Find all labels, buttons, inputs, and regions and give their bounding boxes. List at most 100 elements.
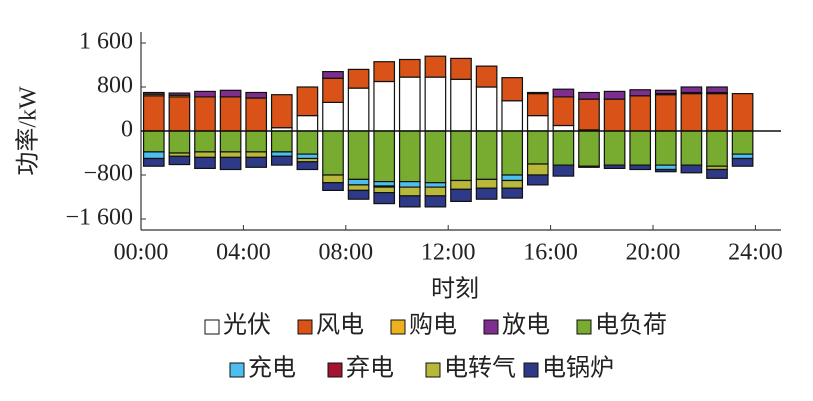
bar: [245, 130, 268, 153]
bar: [347, 130, 370, 181]
legend-label: 光伏: [223, 312, 271, 339]
bar: [194, 156, 216, 169]
bar: [475, 178, 498, 189]
y-tick-label: −800: [83, 161, 133, 187]
bar: [168, 96, 191, 132]
x-tick-label: 20:00: [626, 240, 681, 266]
bar: [552, 88, 575, 98]
bar: [706, 130, 728, 167]
bar: [373, 61, 396, 83]
y-axis-label: 功率/kW: [15, 86, 42, 176]
bar: [194, 96, 216, 132]
bar: [552, 130, 575, 166]
legend-swatch: [523, 362, 539, 378]
bar: [680, 86, 703, 94]
bar: [142, 151, 165, 160]
bar: [168, 130, 191, 154]
bar: [296, 161, 319, 171]
bar: [424, 76, 447, 132]
bar: [475, 187, 498, 200]
legend-swatch: [576, 319, 592, 335]
x-tick-label: 08:00: [318, 240, 373, 266]
bar: [424, 186, 447, 197]
legend-label: 电转气: [444, 355, 516, 382]
bar: [322, 182, 344, 191]
bar: [245, 91, 268, 99]
x-tick-label: 04:00: [216, 240, 271, 266]
bar: [501, 100, 524, 132]
bar: [450, 179, 472, 190]
bar: [296, 130, 319, 155]
bar: [398, 181, 421, 188]
bar: [501, 179, 524, 189]
bar: [424, 182, 447, 188]
bar: [142, 95, 165, 132]
bar: [168, 155, 191, 166]
bar: [706, 168, 728, 179]
bar: [552, 96, 575, 127]
bar: [629, 89, 652, 97]
bar: [629, 164, 652, 171]
bar: [270, 151, 293, 157]
bar: [142, 91, 165, 95]
bar: [603, 90, 626, 100]
legend-label: 放电: [502, 312, 550, 339]
bar: [578, 130, 600, 167]
bar: [194, 90, 216, 98]
bar: [270, 155, 293, 166]
legend-label: 购电: [409, 312, 457, 339]
bar: [373, 80, 396, 132]
legend-swatch: [327, 362, 343, 378]
bar: [654, 168, 677, 173]
bar: [219, 151, 242, 158]
bar: [219, 130, 242, 153]
bar: [603, 130, 626, 166]
bar: [347, 87, 370, 132]
bar: [731, 153, 754, 160]
legend-label: 电负荷: [595, 312, 667, 339]
bar: [654, 130, 677, 166]
legend-label: 风电: [316, 312, 364, 339]
bar: [578, 165, 600, 168]
bar: [347, 178, 370, 186]
bar: [219, 156, 242, 171]
bar: [603, 164, 626, 170]
bar: [322, 70, 344, 79]
bar: [501, 130, 524, 176]
bar: [398, 186, 421, 197]
legend-label: 电锅炉: [542, 355, 614, 382]
bar: [347, 184, 370, 191]
bar: [322, 77, 344, 103]
bar: [501, 174, 524, 182]
bar: [296, 86, 319, 117]
bar: [296, 153, 319, 160]
bar: [322, 101, 344, 132]
bar: [552, 164, 575, 177]
bar: [142, 157, 165, 167]
bar: [322, 130, 344, 176]
bar: [526, 114, 549, 132]
bar: [322, 174, 344, 184]
bar: [706, 86, 728, 94]
bar: [450, 78, 472, 132]
bar: [373, 186, 396, 194]
legend-swatch: [483, 319, 499, 335]
bar: [629, 95, 652, 132]
bar: [680, 130, 703, 166]
legend-swatch: [425, 362, 441, 378]
bar: [347, 189, 370, 200]
legend-swatch: [229, 362, 245, 378]
bar: [398, 130, 421, 183]
bar: [526, 174, 549, 186]
bar: [398, 195, 421, 208]
bar: [578, 91, 600, 100]
bar: [654, 94, 677, 132]
bar: [501, 77, 524, 102]
bar: [168, 92, 191, 96]
legend-swatch: [390, 319, 406, 335]
bar: [245, 156, 268, 168]
bar: [526, 163, 549, 176]
bar: [629, 130, 652, 166]
y-tick-label: 800: [97, 73, 133, 99]
